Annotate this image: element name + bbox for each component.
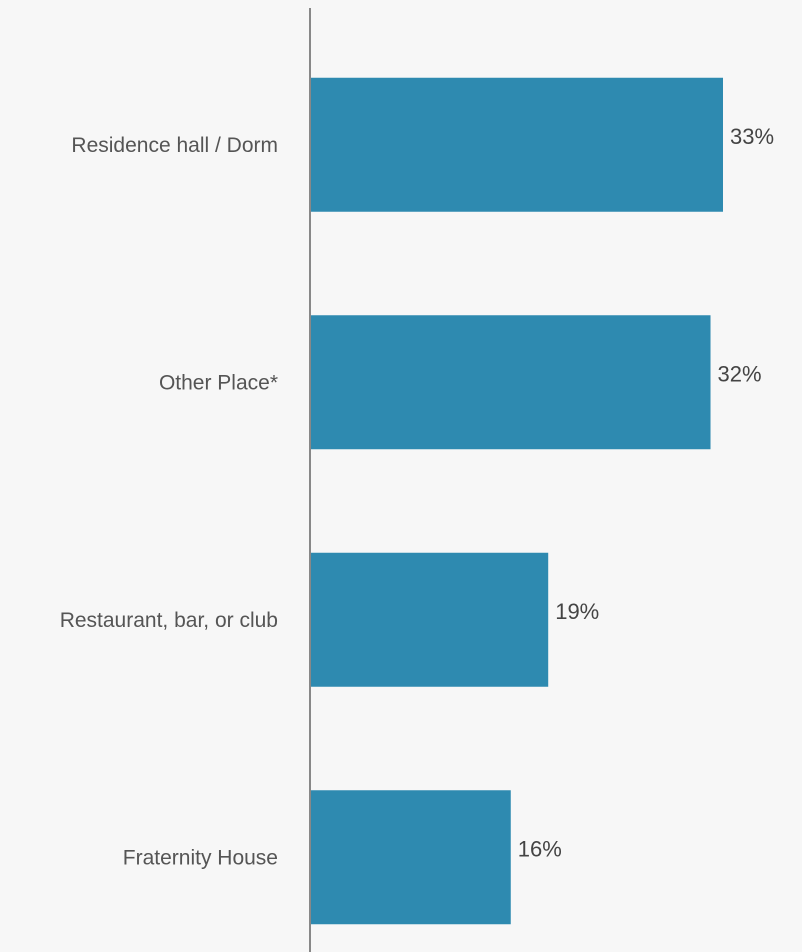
bars-group xyxy=(311,77,723,925)
bar-1 xyxy=(311,315,711,450)
value-label-1: 32% xyxy=(718,361,762,386)
category-labels-group: Residence hall / Dorm Other Place* Restaur… xyxy=(60,134,278,870)
category-label-0: Residence hall / Dorm xyxy=(71,134,278,157)
value-label-0: 33% xyxy=(730,124,774,149)
value-label-3: 16% xyxy=(518,836,562,861)
bar-2 xyxy=(311,552,549,687)
value-labels-group: 33% 32% 19% 16% xyxy=(518,124,774,862)
category-label-1: Other Place* xyxy=(159,371,278,394)
category-label-2: Restaurant, bar, or club xyxy=(60,609,278,632)
bar-0 xyxy=(311,77,723,212)
category-label-3: Fraternity House xyxy=(123,846,278,869)
value-label-2: 19% xyxy=(555,599,599,624)
bar-3 xyxy=(311,790,511,925)
